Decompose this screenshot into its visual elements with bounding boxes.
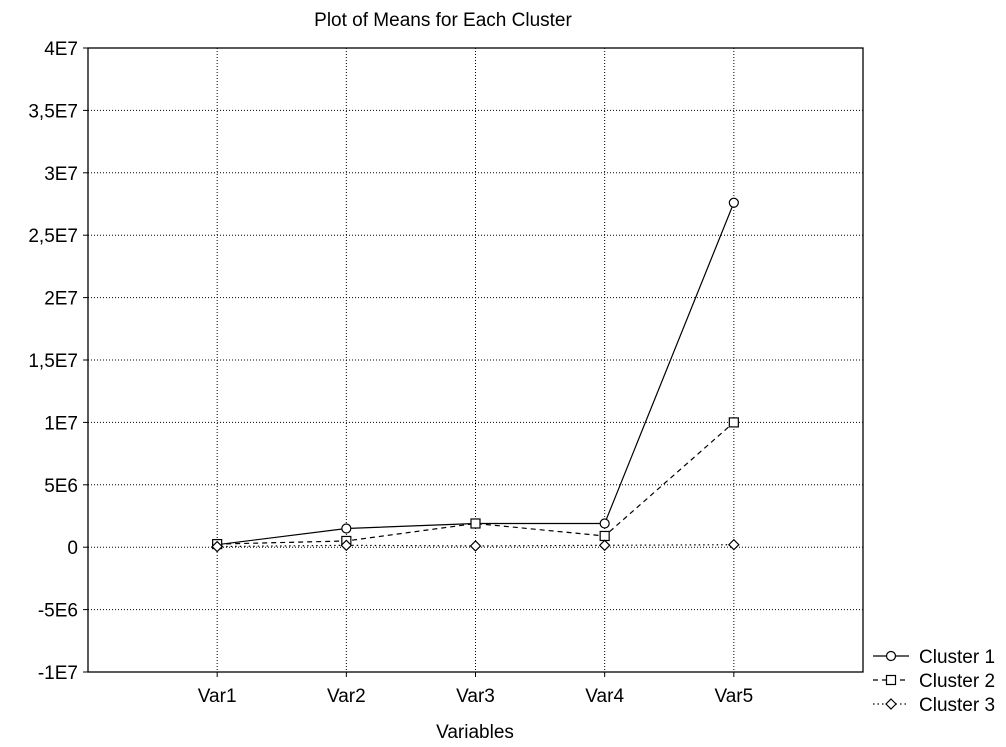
legend: Cluster 1 Cluster 2 Cluster 3	[873, 647, 995, 716]
legend-marker	[885, 698, 897, 710]
x-tick-label: Var2	[327, 686, 366, 707]
series-layer	[211, 197, 740, 553]
y-tick-label: 2,5E7	[28, 226, 78, 247]
x-axis-title: Variables	[436, 722, 514, 742]
chart-title: Plot of Means for Each Cluster	[314, 10, 572, 31]
legend-label: Cluster 1	[919, 647, 995, 668]
data-point	[728, 197, 739, 208]
data-point	[599, 518, 610, 529]
y-tick-label: 0	[67, 538, 78, 559]
data-point	[599, 530, 610, 542]
data-point	[340, 539, 353, 552]
grid-lines	[88, 48, 863, 672]
y-tick-label: -5E6	[38, 601, 78, 622]
x-tick-label: Var4	[585, 686, 624, 707]
legend-label: Cluster 3	[919, 695, 995, 716]
legend-item: Cluster 1	[873, 647, 995, 668]
data-point	[727, 538, 740, 551]
x-tick-label: Var3	[456, 686, 495, 707]
axis-ticks: -1E7 -5E6 0 5E6 1E7 1,5E7 2E7 2,5E7 3E7 3,5E7 4E7 V…	[28, 39, 753, 707]
data-point	[469, 540, 482, 552]
legend-item: Cluster 2	[873, 671, 995, 692]
legend-marker	[885, 650, 897, 662]
data-point	[341, 523, 352, 534]
series-3	[211, 538, 740, 553]
y-tick-label: 3,5E7	[28, 101, 78, 122]
legend-item: Cluster 3	[873, 695, 995, 716]
legend-marker	[885, 674, 897, 686]
legend-label: Cluster 2	[919, 671, 995, 692]
x-tick-label: Var5	[714, 686, 753, 707]
y-tick-label: -1E7	[38, 663, 78, 684]
data-point	[470, 518, 481, 529]
data-point	[728, 417, 739, 428]
series-line	[217, 544, 734, 548]
y-tick-label: 2E7	[44, 289, 78, 310]
y-tick-label: 1E7	[44, 413, 78, 434]
data-point	[211, 540, 224, 553]
y-tick-label: 3E7	[44, 164, 78, 185]
y-tick-label: 1,5E7	[28, 351, 78, 372]
data-point	[598, 539, 611, 552]
y-tick-label: 5E6	[44, 476, 78, 497]
y-tick-label: 4E7	[44, 39, 78, 60]
x-tick-label: Var1	[198, 686, 237, 707]
series-line	[217, 202, 735, 546]
series-1	[212, 197, 739, 550]
